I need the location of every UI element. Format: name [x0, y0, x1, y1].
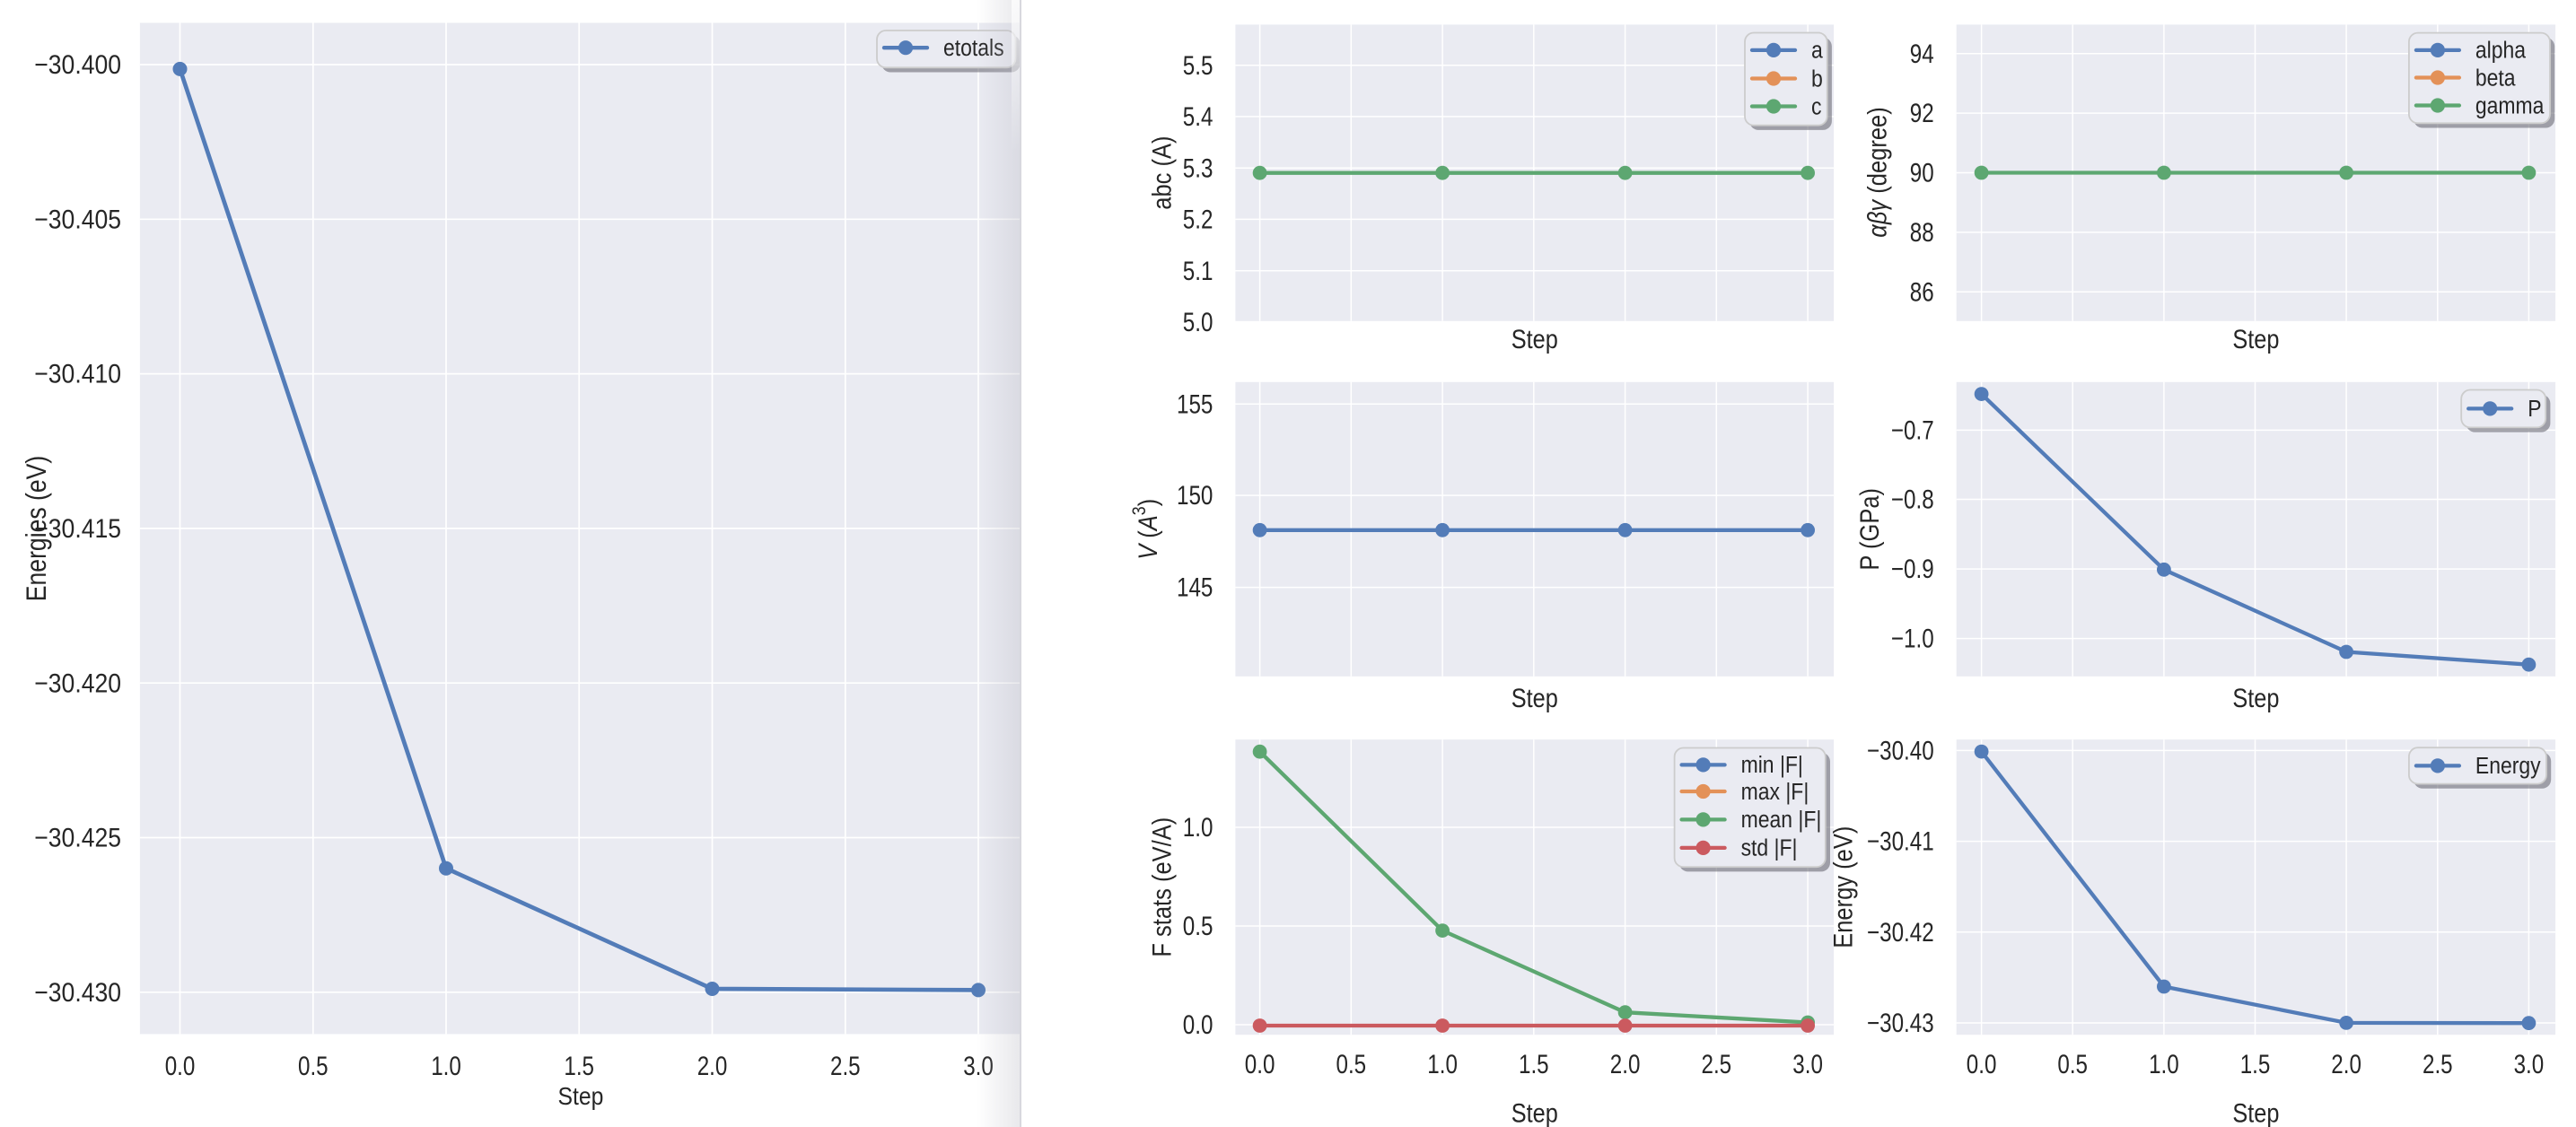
svg-text:92: 92: [1910, 99, 1934, 128]
svg-text:F stats (eV/A): F stats (eV/A): [1148, 817, 1178, 957]
svg-text:Step: Step: [2232, 325, 2279, 354]
svg-text:P (GPa): P (GPa): [1855, 488, 1885, 571]
svg-text:−30.400: −30.400: [34, 50, 121, 80]
svg-text:3.0: 3.0: [2514, 1050, 2545, 1079]
svg-text:1.5: 1.5: [1519, 1050, 1549, 1079]
svg-text:5.2: 5.2: [1183, 205, 1214, 235]
svg-text:0.0: 0.0: [165, 1052, 196, 1081]
svg-text:5.4: 5.4: [1183, 102, 1214, 132]
svg-text:gamma: gamma: [2475, 93, 2545, 118]
svg-text:beta: beta: [2475, 66, 2516, 91]
svg-text:−30.410: −30.410: [34, 360, 121, 389]
svg-text:1.0: 1.0: [2149, 1050, 2179, 1079]
svg-text:0.0: 0.0: [1967, 1050, 1997, 1079]
svg-text:min |F|: min |F|: [1741, 753, 1803, 778]
svg-text:0.5: 0.5: [2057, 1050, 2088, 1079]
svg-text:Step: Step: [557, 1082, 603, 1110]
svg-text:Step: Step: [2232, 1099, 2279, 1127]
svg-text:mean |F|: mean |F|: [1741, 808, 1822, 833]
svg-text:αβγ (degree): αβγ (degree): [1863, 107, 1893, 237]
svg-text:abc (A): abc (A): [1148, 136, 1178, 210]
svg-text:−0.9: −0.9: [1891, 555, 1934, 584]
svg-text:2.0: 2.0: [697, 1052, 728, 1081]
svg-text:max |F|: max |F|: [1741, 780, 1809, 805]
svg-text:−30.43: −30.43: [1867, 1009, 1934, 1038]
svg-text:alpha: alpha: [2475, 39, 2527, 64]
svg-text:90: 90: [1910, 159, 1934, 188]
svg-text:Step: Step: [1511, 1099, 1558, 1127]
svg-text:c: c: [1811, 94, 1822, 119]
svg-text:0.5: 0.5: [1183, 912, 1214, 941]
svg-text:5.3: 5.3: [1183, 153, 1214, 183]
svg-text:−30.425: −30.425: [34, 824, 121, 853]
svg-text:−30.42: −30.42: [1867, 918, 1934, 948]
svg-text:1.0: 1.0: [1427, 1050, 1458, 1079]
svg-text:Energies (eV): Energies (eV): [21, 456, 52, 601]
svg-text:0.0: 0.0: [1183, 1010, 1214, 1040]
svg-text:P: P: [2528, 397, 2541, 422]
svg-text:0.0: 0.0: [1245, 1050, 1275, 1079]
svg-text:Energy (eV): Energy (eV): [1828, 826, 1858, 948]
svg-text:94: 94: [1910, 39, 1934, 69]
svg-text:155: 155: [1177, 389, 1213, 419]
svg-text:Energy: Energy: [2475, 754, 2541, 779]
svg-text:88: 88: [1910, 218, 1934, 248]
svg-text:5.1: 5.1: [1183, 257, 1214, 286]
svg-text:−0.8: −0.8: [1891, 485, 1934, 515]
svg-text:−30.40: −30.40: [1867, 737, 1934, 766]
svg-text:Step: Step: [2232, 684, 2279, 713]
svg-text:b: b: [1811, 66, 1823, 92]
svg-text:−30.41: −30.41: [1867, 827, 1934, 857]
svg-text:2.0: 2.0: [2331, 1050, 2361, 1079]
svg-text:1.5: 1.5: [2240, 1050, 2271, 1079]
svg-text:1.5: 1.5: [564, 1052, 594, 1081]
svg-text:86: 86: [1910, 277, 1934, 307]
svg-text:std |F|: std |F|: [1741, 836, 1798, 861]
svg-text:150: 150: [1177, 481, 1213, 511]
svg-text:3.0: 3.0: [1792, 1050, 1823, 1079]
svg-text:−1.0: −1.0: [1891, 625, 1934, 654]
svg-text:−30.430: −30.430: [34, 978, 121, 1008]
svg-text:Step: Step: [1511, 325, 1558, 354]
svg-text:0.5: 0.5: [1336, 1050, 1367, 1079]
svg-text:1.0: 1.0: [1183, 813, 1214, 843]
svg-text:−30.420: −30.420: [34, 668, 121, 698]
svg-text:−30.415: −30.415: [34, 514, 121, 544]
svg-text:a: a: [1811, 39, 1824, 64]
svg-text:Step: Step: [1511, 684, 1558, 713]
svg-text:2.0: 2.0: [1610, 1050, 1641, 1079]
svg-text:0.5: 0.5: [298, 1052, 329, 1081]
svg-text:145: 145: [1177, 573, 1213, 603]
svg-text:−30.405: −30.405: [34, 205, 121, 234]
svg-text:2.5: 2.5: [1702, 1050, 1732, 1079]
svg-text:−0.7: −0.7: [1891, 416, 1934, 446]
svg-text:5.0: 5.0: [1183, 308, 1214, 337]
svg-text:2.5: 2.5: [830, 1052, 861, 1081]
svg-text:1.0: 1.0: [431, 1052, 461, 1081]
svg-text:5.5: 5.5: [1183, 51, 1214, 81]
svg-text:2.5: 2.5: [2423, 1050, 2453, 1079]
svg-text:V (A3): V (A3): [1129, 499, 1163, 560]
